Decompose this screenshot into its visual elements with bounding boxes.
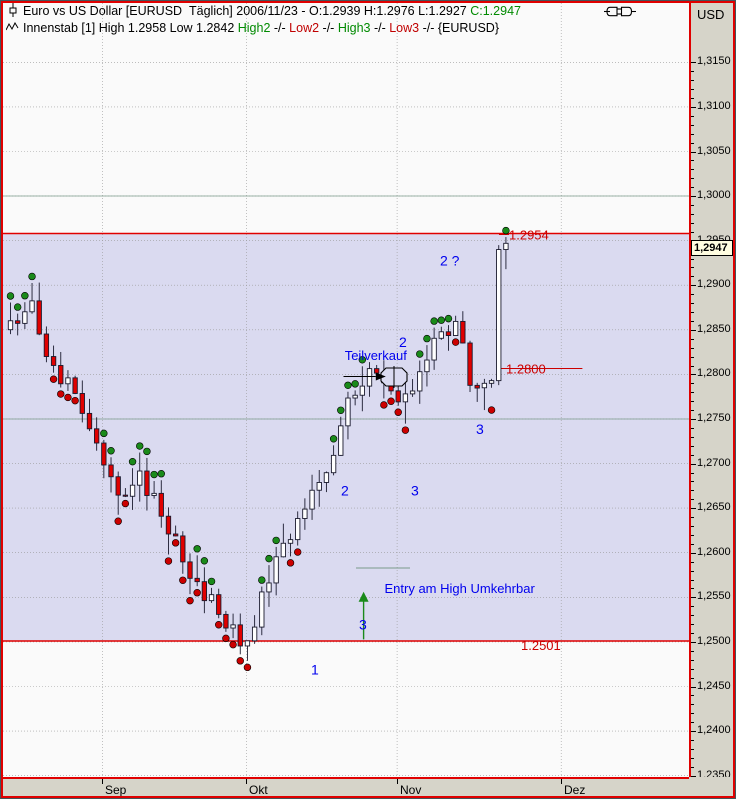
svg-text:3: 3: [359, 617, 367, 633]
svg-text:1.2954: 1.2954: [509, 228, 549, 243]
svg-text:1: 1: [311, 661, 319, 677]
svg-text:3: 3: [476, 421, 484, 437]
svg-text:Teilverkauf: Teilverkauf: [345, 348, 408, 363]
svg-text:2: 2: [341, 483, 349, 499]
svg-text:3: 3: [411, 483, 419, 499]
svg-text:Entry am High Umkehrbar: Entry am High Umkehrbar: [385, 581, 536, 596]
svg-text:2 ?: 2 ?: [440, 253, 460, 269]
svg-text:1.2800: 1.2800: [506, 362, 546, 377]
svg-text:1.2501: 1.2501: [521, 638, 561, 653]
svg-text:2: 2: [399, 334, 407, 350]
